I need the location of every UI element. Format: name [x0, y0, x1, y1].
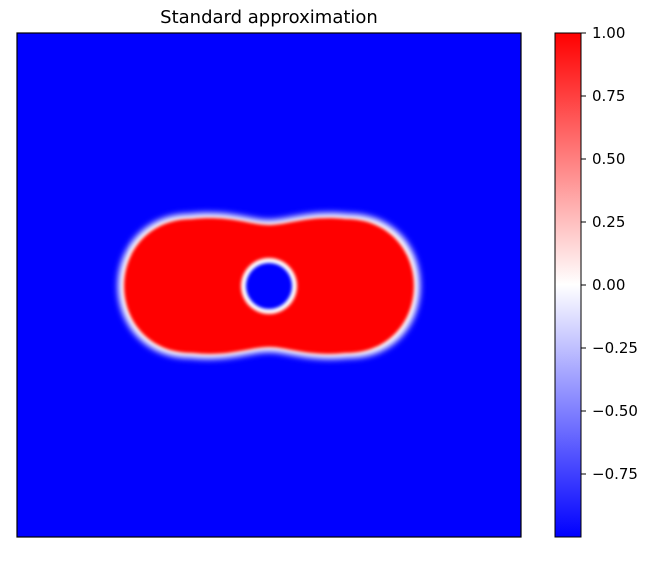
colorbar-tick-label: 0.50	[592, 150, 625, 168]
colorbar-tick-label: −0.25	[592, 339, 638, 357]
colorbar-tick-label: 0.25	[592, 213, 625, 231]
chart-title: Standard approximation	[160, 7, 378, 28]
colorbar-tick-label: −0.75	[592, 465, 638, 483]
colorbar-tick-label: 0.00	[592, 276, 625, 294]
colorbar: 1.00 0.75 0.50 0.25 0.00 −0.25 −0.50 −0.75	[554, 24, 638, 538]
heatmap-plot-area	[17, 33, 521, 537]
colorbar-tick-label: −0.50	[592, 402, 638, 420]
colorbar-ticks: 1.00 0.75 0.50 0.25 0.00 −0.25 −0.50 −0.75	[581, 24, 638, 483]
colorbar-tick-label: 1.00	[592, 24, 625, 42]
colorbar-tick-label: 0.75	[592, 87, 625, 105]
plot-frame	[16, 32, 522, 538]
colorbar-gradient	[555, 33, 581, 537]
hole	[246, 263, 292, 309]
hole-core	[246, 263, 292, 309]
